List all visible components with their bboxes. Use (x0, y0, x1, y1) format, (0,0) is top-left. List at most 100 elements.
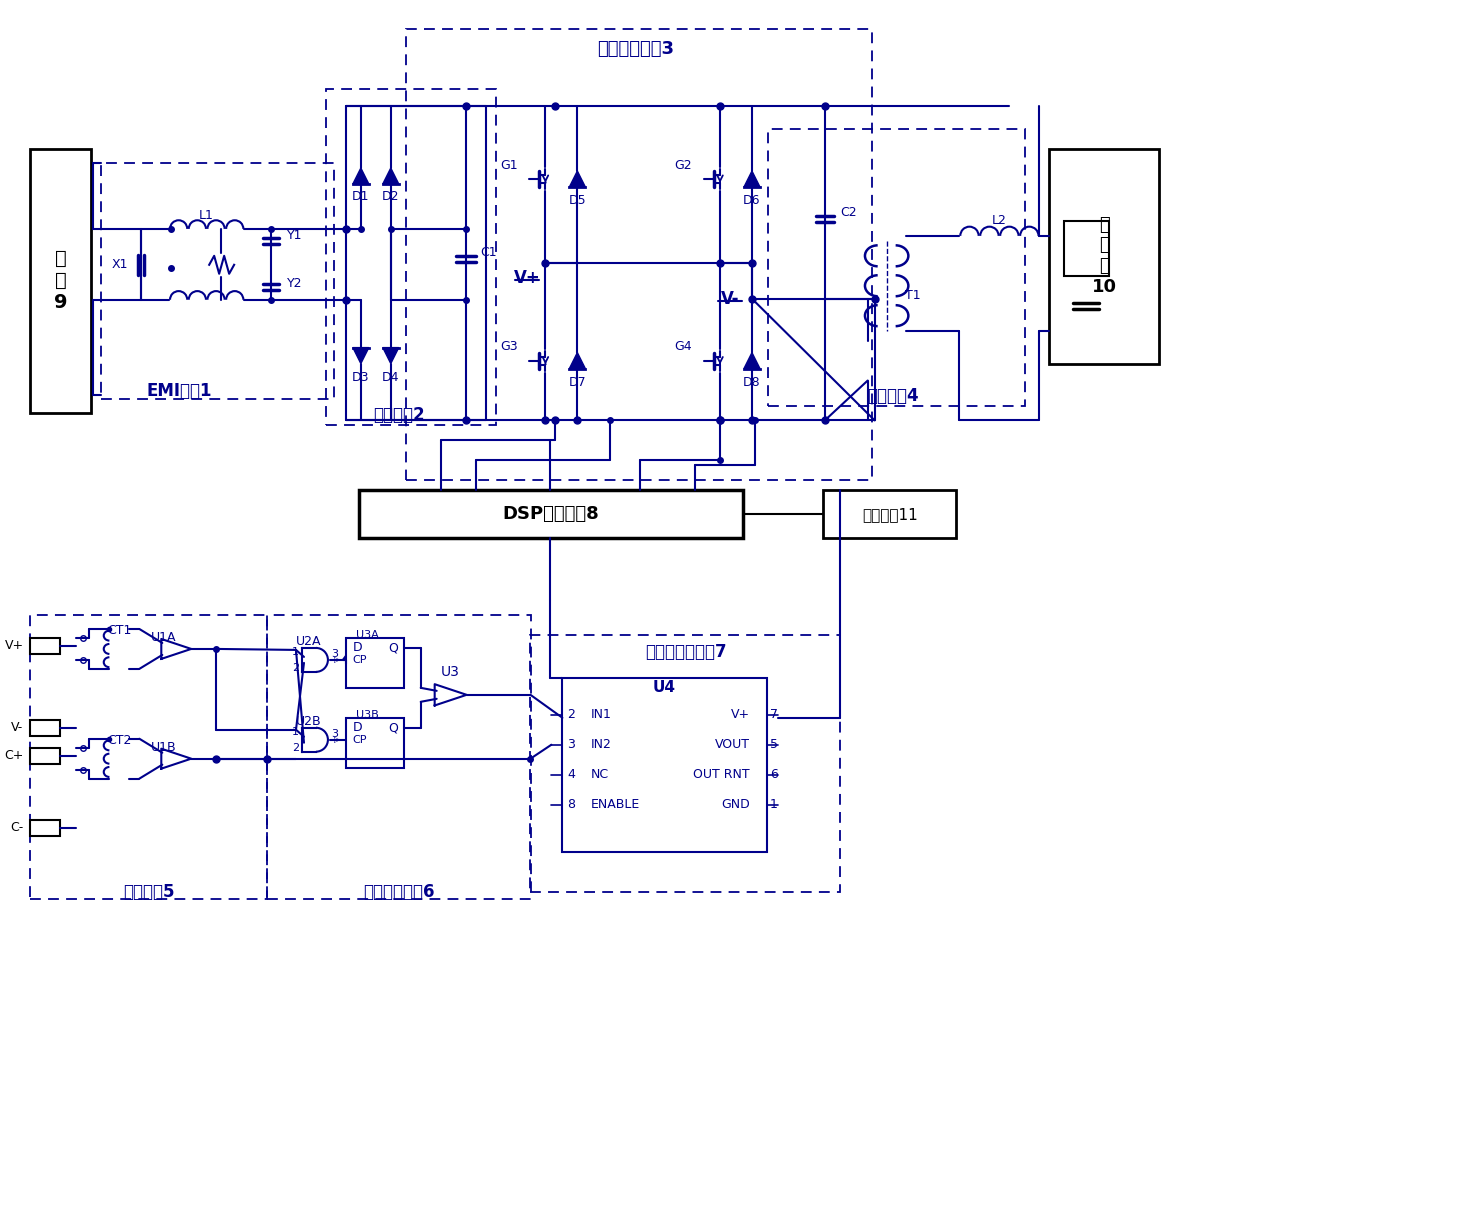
Polygon shape (744, 171, 760, 187)
Bar (29, 819, 59, 835)
Text: 4: 4 (567, 768, 575, 781)
Text: U2A: U2A (295, 636, 322, 648)
Text: VOUT: VOUT (714, 738, 750, 752)
Bar (29, 719, 59, 736)
Bar (29, 615, 268, 899)
Bar (268, 615, 532, 899)
Bar (326, 89, 495, 425)
Text: CT1: CT1 (107, 625, 132, 637)
Text: 1: 1 (770, 798, 778, 811)
Text: 7: 7 (770, 708, 778, 721)
Bar (531, 634, 839, 892)
Text: L2: L2 (992, 214, 1007, 228)
Text: 电流有效值电路7: 电流有效值电路7 (645, 643, 728, 660)
Text: ENABLE: ENABLE (591, 798, 639, 811)
Text: V+: V+ (731, 708, 750, 721)
Text: D: D (353, 721, 363, 734)
Bar (359, 490, 742, 538)
Text: Q: Q (388, 721, 398, 734)
Text: C+: C+ (4, 749, 24, 763)
Bar (1064, 221, 1110, 276)
Text: 3: 3 (567, 738, 575, 752)
Text: Y2: Y2 (287, 277, 303, 291)
Polygon shape (569, 171, 585, 187)
Text: U3A: U3A (356, 630, 379, 639)
Text: 匹配电路4: 匹配电路4 (867, 388, 919, 405)
Text: CP: CP (353, 734, 368, 744)
Text: 电
源
9: 电 源 9 (54, 249, 68, 312)
Text: 换
能
器
10: 换 能 器 10 (1092, 216, 1117, 296)
Text: V-: V- (12, 721, 24, 734)
Text: NC: NC (591, 768, 609, 781)
Text: ▷: ▷ (334, 736, 341, 744)
Text: 启停按键11: 启停按键11 (861, 506, 917, 521)
Text: IN1: IN1 (591, 708, 612, 721)
Bar (29, 638, 59, 654)
Text: D7: D7 (569, 376, 587, 389)
Text: C1: C1 (481, 246, 497, 259)
Text: 取样电路5: 取样电路5 (123, 883, 175, 902)
Text: OUT RNT: OUT RNT (694, 768, 750, 781)
Text: C-: C- (10, 821, 24, 834)
Bar (345, 718, 404, 768)
Text: 2: 2 (567, 708, 575, 721)
Text: U3: U3 (441, 665, 460, 679)
Text: EMI电路1: EMI电路1 (147, 382, 212, 399)
Text: U3B: U3B (356, 710, 379, 719)
Text: X1: X1 (112, 259, 128, 271)
Bar (29, 149, 91, 414)
Text: DSP主控芯片8: DSP主控芯片8 (503, 505, 598, 524)
Text: D: D (353, 642, 363, 654)
Text: V+: V+ (4, 639, 24, 653)
Bar (345, 638, 404, 687)
Bar (1050, 149, 1158, 363)
Text: U2B: U2B (295, 716, 322, 728)
Text: T1: T1 (904, 290, 920, 302)
Text: IN2: IN2 (591, 738, 612, 752)
Text: G1: G1 (500, 159, 517, 171)
Text: 2: 2 (293, 663, 298, 673)
Text: D5: D5 (569, 195, 587, 207)
Text: G2: G2 (675, 159, 692, 171)
Polygon shape (569, 352, 585, 368)
Text: V-: V- (720, 290, 739, 308)
Text: D8: D8 (744, 376, 761, 389)
Text: 3: 3 (331, 649, 338, 659)
Text: 8: 8 (567, 798, 575, 811)
Text: U4: U4 (653, 680, 676, 695)
Polygon shape (353, 347, 369, 363)
Text: 1: 1 (293, 727, 298, 737)
Polygon shape (382, 168, 398, 184)
Polygon shape (382, 347, 398, 363)
Bar (29, 748, 59, 764)
Text: D1: D1 (353, 191, 369, 203)
Text: 相位检测电路6: 相位检测电路6 (363, 883, 435, 902)
Bar (823, 490, 956, 538)
Text: D3: D3 (353, 371, 369, 384)
Text: D4: D4 (382, 371, 400, 384)
Text: GND: GND (722, 798, 750, 811)
Text: D6: D6 (744, 195, 760, 207)
Text: U1B: U1B (150, 742, 176, 754)
Text: Y1: Y1 (287, 229, 303, 243)
Polygon shape (744, 352, 760, 368)
Bar (563, 678, 767, 853)
Text: 整流电路2: 整流电路2 (373, 407, 425, 425)
Text: L1: L1 (198, 209, 213, 223)
Text: ▷: ▷ (334, 655, 341, 664)
Bar (101, 163, 334, 399)
Text: 1: 1 (293, 647, 298, 657)
Text: Q: Q (388, 642, 398, 654)
Text: 2: 2 (293, 743, 298, 753)
Bar (767, 129, 1026, 407)
Bar (406, 30, 872, 480)
Text: V+: V+ (514, 269, 541, 287)
Text: 全桥移相电路3: 全桥移相电路3 (597, 41, 673, 58)
Text: G3: G3 (500, 340, 517, 354)
Text: 5: 5 (770, 738, 778, 752)
Text: CT2: CT2 (107, 734, 132, 748)
Text: 6: 6 (770, 768, 778, 781)
Text: C2: C2 (839, 207, 857, 219)
Text: D2: D2 (382, 191, 400, 203)
Text: U1A: U1A (150, 632, 176, 644)
